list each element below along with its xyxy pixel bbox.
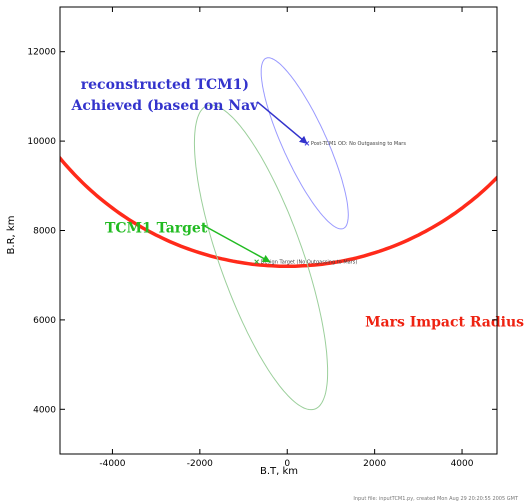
x-tick-label-3: 2000	[363, 459, 386, 469]
y-tick-label-4: 12000	[27, 48, 56, 58]
y-axis-label: B.R, km	[6, 216, 17, 255]
x-tick-label-1: -2000	[187, 459, 213, 469]
point-label-1: Post-TCM1 OD: No Outgassing to Mars	[311, 141, 406, 147]
y-tick-label-2: 8000	[33, 227, 56, 237]
series-impact-arc-0	[60, 155, 497, 269]
y-tick-label-1: 6000	[33, 316, 56, 326]
y-tick-label-0: 4000	[33, 405, 56, 415]
x-axis-label: B.T, km	[260, 466, 298, 477]
footer-note: Input file: inputTCM1.py, created Mon Au…	[353, 496, 518, 502]
y-tick-label-3: 10000	[27, 137, 56, 147]
plot-area: Design Target (No Outgassing to Mars) Pos…	[27, 6, 524, 469]
point-marker-0	[254, 259, 260, 265]
annotation-1: TCM1 Target	[105, 221, 208, 237]
annotation-3: reconstructed TCM1)	[81, 77, 249, 93]
x-tick-label-4: 4000	[451, 459, 474, 469]
plot-series-group	[60, 57, 497, 411]
x-tick-label-2: 0	[284, 459, 290, 469]
annotation-0: Mars Impact Radius	[365, 315, 524, 331]
annotation-arrow-2	[256, 101, 308, 144]
series-ellipse-2	[260, 57, 349, 230]
annotation-2: Achieved (based on Nav	[70, 98, 259, 114]
x-tick-label-0: -4000	[99, 459, 125, 469]
point-label-0: Design Target (No Outgassing to Mars)	[261, 259, 358, 265]
annotation-arrow-1	[201, 224, 271, 263]
series-ellipse-1	[193, 104, 329, 411]
